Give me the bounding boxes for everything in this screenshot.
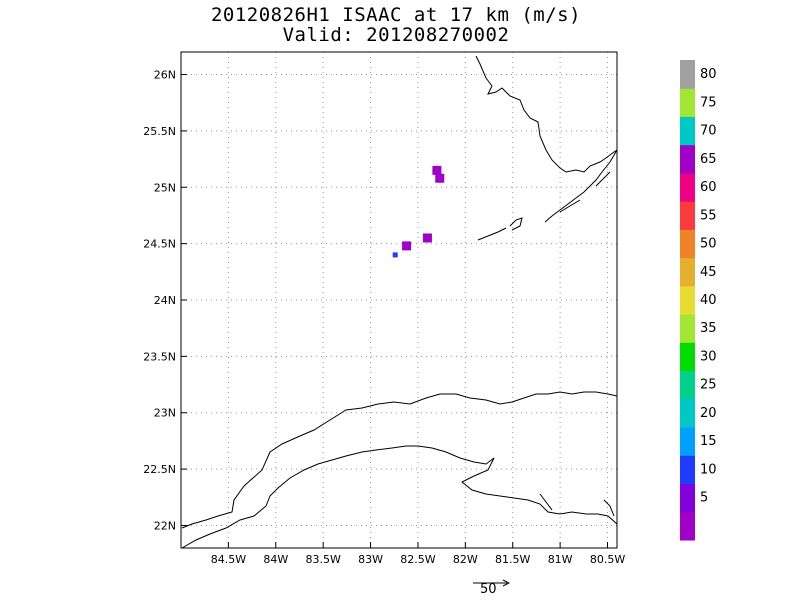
colorbar-label: 60 — [700, 180, 717, 195]
colorbar-label: 20 — [700, 406, 717, 421]
colorbar-segment — [680, 483, 695, 513]
plot-valid-time: Valid: 201208270002 — [282, 24, 510, 46]
colorbar-label: 55 — [700, 208, 717, 223]
reference-vector-label: 50 — [480, 582, 497, 597]
colorbar-label: 5 — [700, 491, 708, 506]
coastline-cuba-north — [181, 391, 618, 529]
tick-label-lat: 25.5N — [143, 125, 176, 138]
colorbar-segment — [680, 427, 695, 456]
tick-label-lat: 24N — [154, 294, 176, 307]
colorbar-segment — [680, 172, 695, 202]
colorbar-label: 45 — [700, 265, 717, 280]
lat-lon-grid — [181, 52, 617, 548]
colorbar-segment — [680, 144, 695, 174]
wind-cell — [435, 173, 445, 183]
tick-label-lon: 83W — [358, 553, 383, 566]
coastline-keys-4 — [595, 171, 611, 187]
coastline-florida-east — [544, 149, 618, 223]
coastline-isle — [539, 493, 553, 511]
coastline-cuba-south — [181, 445, 618, 549]
coastline-florida — [475, 55, 618, 173]
tick-label-lon: 81W — [548, 553, 573, 566]
tick-label-lon: 84.5W — [211, 553, 246, 566]
colorbar-segment — [680, 370, 695, 400]
colorbar-segment — [680, 229, 695, 259]
colorbar-label: 35 — [700, 321, 717, 336]
coastline-keys-2 — [509, 217, 523, 231]
tick-label-lat: 24.5N — [143, 238, 176, 251]
tick-label-lon: 81.5W — [495, 553, 530, 566]
tick-label-lat: 22N — [154, 519, 176, 532]
wind-cell — [392, 252, 398, 258]
tick-label-lat: 26N — [154, 69, 176, 82]
colorbar-segment — [680, 60, 695, 89]
tick-label-lon: 83.5W — [305, 553, 340, 566]
tick-label-lon: 82W — [453, 553, 478, 566]
tick-label-lon: 84W — [263, 553, 288, 566]
wind-cell — [422, 233, 432, 243]
colorbar-segment — [680, 455, 695, 485]
tick-label-lat: 23N — [154, 407, 176, 420]
colorbar-segment — [680, 116, 695, 146]
colorbar-label: 50 — [700, 237, 717, 252]
coastline-keys-1 — [477, 227, 507, 241]
colorbar: 5 10 15 20 25 30 35 40 45 50 55 60 65 70 75 80 — [680, 60, 717, 541]
colorbar-segment — [680, 88, 695, 117]
colorbar-segment — [680, 342, 695, 372]
coastline-cuba-inner — [603, 499, 615, 517]
tick-label-lat: 25N — [154, 181, 176, 194]
colorbar-label: 15 — [700, 434, 717, 449]
colorbar-label: 70 — [700, 124, 717, 139]
colorbar-segment — [680, 201, 695, 230]
colorbar-segment — [680, 285, 695, 315]
reference-vector-head — [502, 579, 511, 587]
colorbar-label: 80 — [700, 67, 717, 82]
wind-cell — [402, 241, 412, 251]
colorbar-label: 10 — [700, 462, 717, 477]
colorbar-segment — [680, 257, 695, 287]
colorbar-label: 25 — [700, 378, 717, 393]
colorbar-label: 40 — [700, 293, 717, 308]
wind-speed-cells — [392, 165, 445, 258]
coastline — [181, 55, 618, 549]
colorbar-segment — [680, 511, 695, 541]
tick-label-lat: 23.5N — [143, 350, 176, 363]
colorbar-label: 65 — [700, 152, 717, 167]
tick-label-lon: 82.5W — [400, 553, 435, 566]
colorbar-label: 75 — [700, 95, 717, 110]
plot-title: 20120826H1 ISAAC at 17 km (m/s) — [210, 4, 582, 26]
colorbar-label: 30 — [700, 349, 717, 364]
tick-label-lat: 22.5N — [143, 463, 176, 476]
reference-vector — [473, 579, 511, 587]
coastline-keys-3 — [559, 199, 581, 213]
wind-cell — [432, 165, 442, 175]
colorbar-segment — [680, 314, 695, 343]
axis-ticks: 84.5W 84W 83.5W 83W 82.5W 82W 81.5W 81W 80.5W 22N… — [143, 69, 625, 566]
tick-label-lon: 80.5W — [590, 553, 625, 566]
colorbar-segment — [680, 398, 695, 428]
